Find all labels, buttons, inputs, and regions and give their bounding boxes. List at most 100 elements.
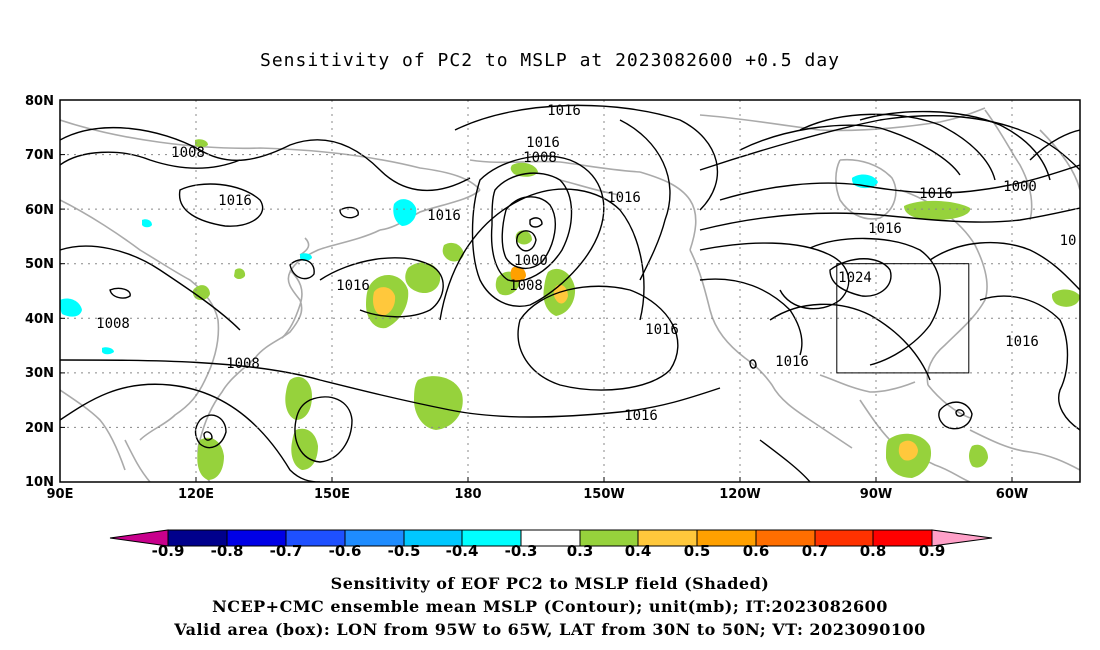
contour-line <box>699 278 803 356</box>
lon-tick-label: 90E <box>47 487 74 502</box>
coastline-japan <box>281 237 310 339</box>
shading-patch-green <box>195 139 208 148</box>
colorbar-label: 0.8 <box>860 542 887 560</box>
shading-patch-green <box>515 230 532 245</box>
shading-patch-cyan <box>102 347 114 355</box>
contour-label: 1016 <box>336 278 370 294</box>
lon-tick-label: 150E <box>314 487 350 502</box>
lon-tick-labels: 90E 120E 150E 180 150W 120W 90W 60W <box>47 487 1029 502</box>
contour-line <box>60 126 471 192</box>
contour-label: 1008 <box>226 356 260 372</box>
contour-line <box>60 151 241 169</box>
contour-labels: 1016 1008 1016 1008 1016 1016 1016 1000 … <box>96 103 1076 424</box>
contour-line <box>109 287 131 299</box>
contour-line <box>1029 129 1080 161</box>
contour-line <box>439 188 645 321</box>
shading-patch-cyan <box>393 199 417 226</box>
lon-tick-label: 180 <box>454 487 481 502</box>
contour-line <box>203 431 213 441</box>
contour-line <box>759 439 811 482</box>
colorbar-label: -0.7 <box>270 542 303 560</box>
caption-line-1: Sensitivity of EOF PC2 to MSLP field (Sh… <box>330 574 770 593</box>
colorbar-label: 0.4 <box>625 542 652 560</box>
contour-label: 1016 <box>775 354 809 370</box>
contour-label: 1016 <box>218 193 252 209</box>
contour-line <box>294 396 353 463</box>
contour-label: 1016 <box>868 221 902 237</box>
colorbar: -0.9 -0.8 -0.7 -0.6 -0.5 -0.4 -0.3 0.3 0… <box>109 529 993 560</box>
contour-line <box>929 241 1080 291</box>
colorbar-label: 0.9 <box>919 542 946 560</box>
colorbar-label: 0.5 <box>684 542 711 560</box>
shading-patch-yellow <box>553 284 568 304</box>
lon-tick-label: 120W <box>719 487 760 502</box>
contour-label: 1008 <box>171 145 205 161</box>
gridlines <box>60 100 1080 482</box>
contour-line <box>829 258 892 297</box>
contour-line <box>979 295 1080 431</box>
colorbar-label: -0.6 <box>329 542 362 560</box>
contour-line <box>699 207 1080 231</box>
colorbar-labels: -0.9 -0.8 -0.7 -0.6 -0.5 -0.4 -0.3 0.3 0… <box>152 542 946 560</box>
coastline-south-america <box>969 429 1080 471</box>
lat-tick-label: 40N <box>25 312 54 327</box>
coastline-asia <box>60 119 481 482</box>
contour-line <box>769 303 931 381</box>
shading-patch-green <box>192 285 210 301</box>
contour-label: 1016 <box>427 208 461 224</box>
shading-patch-green <box>285 376 312 420</box>
caption-line-2: NCEP+CMC ensemble mean MSLP (Contour); u… <box>212 597 888 616</box>
contour-label: 1016 <box>526 135 560 151</box>
contour-label: 1016 <box>624 408 658 424</box>
shading-patch-green <box>414 376 463 430</box>
shading-patch-green <box>442 242 464 262</box>
map-plot-area: 1016 1008 1016 1008 1016 1016 1016 1000 … <box>60 100 1080 482</box>
contour-label: 1024 <box>838 270 872 286</box>
shading-patch-green <box>904 200 971 220</box>
contour-label: 1000 <box>1003 179 1037 195</box>
lon-tick-label: 90W <box>860 487 892 502</box>
colorbar-label: -0.4 <box>446 542 479 560</box>
contour-line <box>319 257 444 318</box>
lat-tick-label: 60N <box>25 203 54 218</box>
coastline-arctic <box>699 107 986 132</box>
contour-line <box>529 217 543 228</box>
shading-patch-green <box>197 437 224 480</box>
shading-patch-green <box>1052 289 1080 307</box>
contour-label: 1000 <box>514 253 548 269</box>
contour-line <box>809 237 941 366</box>
colorbar-label: -0.8 <box>211 542 244 560</box>
contour-line <box>749 359 757 369</box>
contour-line <box>859 110 1051 181</box>
contour-label: 10 <box>1060 233 1077 249</box>
contour-label: 1016 <box>547 103 581 119</box>
contour-line <box>289 259 315 280</box>
lat-tick-label: 30N <box>25 366 54 381</box>
colorbar-label: -0.5 <box>388 542 421 560</box>
colorbar-label: -0.9 <box>152 542 185 560</box>
contour-line <box>490 172 573 282</box>
lat-tick-label: 20N <box>25 421 54 436</box>
shading-patch-cyan <box>142 219 152 228</box>
caption-line-3: Valid area (box): LON from 95W to 65W, L… <box>174 620 926 639</box>
coastline-china <box>60 199 220 441</box>
contour-line <box>339 206 359 219</box>
coastline-india <box>60 389 151 482</box>
contour-line <box>454 104 719 211</box>
contour-line <box>699 242 850 310</box>
shading-patch-orange <box>510 266 526 283</box>
contour-label: 1016 <box>1005 334 1039 350</box>
contour-line <box>799 113 996 181</box>
contour-line <box>501 196 556 269</box>
contour-line <box>60 359 721 418</box>
lon-tick-label: 60W <box>996 487 1028 502</box>
contour-label: 1016 <box>607 190 641 206</box>
contour-line <box>955 409 965 417</box>
contour-line <box>739 124 961 176</box>
valid-area-box <box>836 263 970 374</box>
coastline-gulf-mexico <box>819 374 916 393</box>
lat-tick-labels: 80N 70N 60N 50N 40N 30N 20N 10N <box>25 94 54 490</box>
lat-tick-label: 80N <box>25 94 54 109</box>
colorbar-label: 0.7 <box>802 542 829 560</box>
contour-line <box>699 115 1080 171</box>
